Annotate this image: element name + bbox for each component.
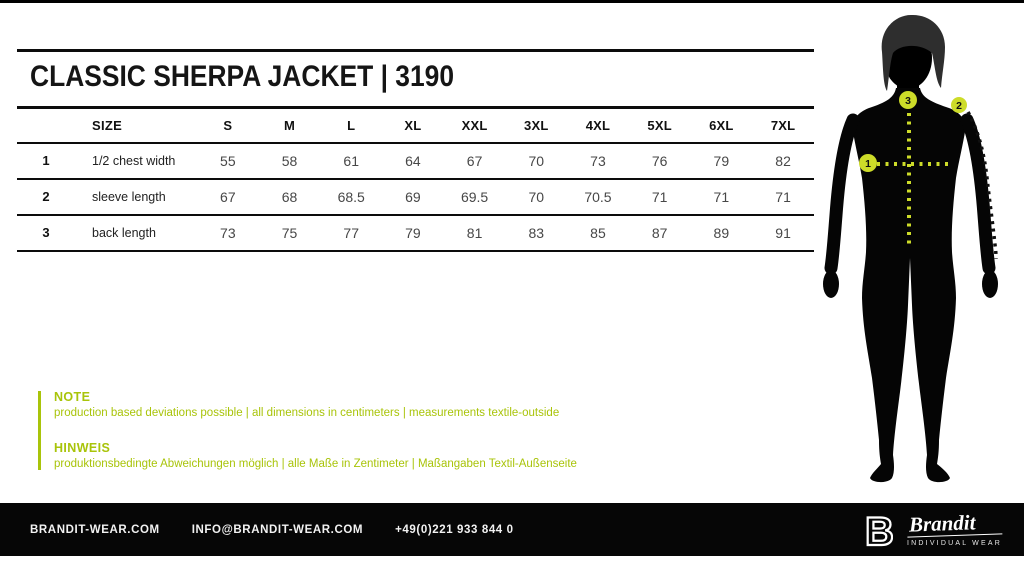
footer-bar: BRANDIT-WEAR.COM INFO@BRANDIT-WEAR.COM +… xyxy=(0,503,1024,556)
size-column-header: XXL xyxy=(461,117,488,133)
measurement-value: 67 xyxy=(220,188,236,205)
measurement-value: 73 xyxy=(220,224,236,241)
brand-wordmark: Brandit INDIVIDUAL WEAR xyxy=(906,510,1003,547)
brandit-b-logo-icon: B xyxy=(864,509,893,551)
measurement-value: 69.5 xyxy=(460,188,489,205)
size-column-header: 5XL xyxy=(647,117,672,133)
note-block-en: NOTE production based deviations possibl… xyxy=(54,390,577,420)
footer-phone: +49(0)221 933 844 0 xyxy=(395,523,514,536)
row-measure-label: sleeve length xyxy=(92,189,166,204)
measurement-value: 69 xyxy=(405,188,421,205)
brandit-b-letter: B xyxy=(865,510,893,551)
measurement-value: 73 xyxy=(590,152,606,169)
male-silhouette-diagram: 1 2 3 xyxy=(823,14,998,483)
measurement-figure: 1 2 3 xyxy=(820,0,1024,500)
page-title: CLASSIC SHERPA JACKET | 3190 xyxy=(30,60,455,93)
size-column-header: XL xyxy=(404,117,422,133)
footer-email: INFO@BRANDIT-WEAR.COM xyxy=(191,523,364,536)
measurement-value: 64 xyxy=(405,152,421,169)
top-border-line xyxy=(0,0,1024,3)
measurement-value: 87 xyxy=(651,224,668,241)
note-text-de: produktionsbedingte Abweichungen möglich… xyxy=(54,458,577,470)
figure-torso-legs xyxy=(852,88,966,483)
measurement-value: 83 xyxy=(528,224,545,241)
row-index: 3 xyxy=(42,225,50,240)
figure-hair xyxy=(881,14,945,91)
size-column-header: 7XL xyxy=(770,117,796,133)
measurement-value: 71 xyxy=(713,188,730,205)
size-table-header-row: SIZE S M L XL XXL 3XL 4XL 5XL 6XL 7XL xyxy=(17,108,814,143)
measurement-value: 75 xyxy=(281,224,298,241)
brand-name-script: Brandit xyxy=(906,510,1003,538)
note-heading-en: NOTE xyxy=(54,390,91,404)
measurement-value: 91 xyxy=(775,224,791,241)
figure-left-arm xyxy=(824,113,860,275)
notes-section: NOTE production based deviations possibl… xyxy=(38,391,577,470)
size-column-header: M xyxy=(284,117,296,133)
note-heading-de: HINWEIS xyxy=(54,441,111,455)
measurement-value: 58 xyxy=(281,152,298,169)
measurement-value: 71 xyxy=(651,188,668,205)
measurement-value: 82 xyxy=(775,152,791,169)
note-text-en: production based deviations possible | a… xyxy=(54,407,560,419)
marker-2-circle xyxy=(951,97,967,113)
brand-logo-lockup: B Brandit INDIVIDUAL WEAR xyxy=(863,509,1003,551)
measurement-value: 71 xyxy=(775,188,791,205)
measurement-value: 70.5 xyxy=(584,188,612,205)
marker-2-number: 2 xyxy=(956,100,962,112)
size-table: SIZE S M L XL XXL 3XL 4XL 5XL 6XL 7XL 1 1/2 chest … xyxy=(17,106,814,252)
figure-right-arm xyxy=(960,113,996,275)
footer-website: BRANDIT-WEAR.COM xyxy=(30,523,160,536)
size-column-header: 6XL xyxy=(709,117,734,133)
marker-1-circle xyxy=(859,154,877,172)
size-table-body: 1 1/2 chest width 55 58 61 64 67 70 73 76 79 82 2 sle… xyxy=(17,143,814,251)
measurement-value: 77 xyxy=(343,224,359,241)
row-measure-label: 1/2 chest width xyxy=(92,153,176,168)
marker-3-circle xyxy=(899,91,917,109)
size-column-header: 3XL xyxy=(524,117,549,133)
size-column-label: SIZE xyxy=(92,117,123,133)
size-column-header: 4XL xyxy=(585,117,611,133)
measurement-value: 70 xyxy=(528,152,545,169)
measurement-value: 79 xyxy=(405,224,421,241)
row-measure-label: back length xyxy=(92,225,156,240)
size-table-row: 2 sleeve length 67 68 68.5 69 69.5 70 70.5 71 71 71 xyxy=(17,179,814,215)
measurement-value: 55 xyxy=(220,152,236,169)
measurement-value: 79 xyxy=(713,152,730,169)
measurement-value: 67 xyxy=(466,152,483,169)
marker-3-number: 3 xyxy=(905,95,911,107)
measurement-value: 68 xyxy=(281,188,298,205)
measurement-value: 85 xyxy=(590,224,606,241)
marker-1-number: 1 xyxy=(865,158,871,170)
figure-left-hand xyxy=(823,270,839,298)
measurement-value: 76 xyxy=(651,152,668,169)
measurement-value: 70 xyxy=(528,188,545,205)
index-column-header xyxy=(17,108,75,143)
title-top-rule xyxy=(17,49,814,52)
measurement-value: 68.5 xyxy=(337,188,365,205)
figure-right-hand xyxy=(982,270,998,298)
row-index: 2 xyxy=(42,189,50,204)
measurement-value: 81 xyxy=(466,224,483,241)
row-index: 1 xyxy=(42,153,50,168)
size-table-row: 1 1/2 chest width 55 58 61 64 67 70 73 76 79 82 xyxy=(17,143,814,179)
size-column-header: L xyxy=(347,117,356,133)
sleeve-length-dotted-line xyxy=(966,111,998,260)
note-block-de: HINWEIS produktionsbedingte Abweichungen… xyxy=(54,441,577,471)
size-table-row: 3 back length 73 75 77 79 81 83 85 87 89 91 xyxy=(17,215,814,251)
brand-tagline: INDIVIDUAL WEAR xyxy=(907,540,1002,547)
size-column-header: S xyxy=(223,117,233,133)
measurement-value: 61 xyxy=(343,152,359,169)
measurement-value: 89 xyxy=(713,224,730,241)
